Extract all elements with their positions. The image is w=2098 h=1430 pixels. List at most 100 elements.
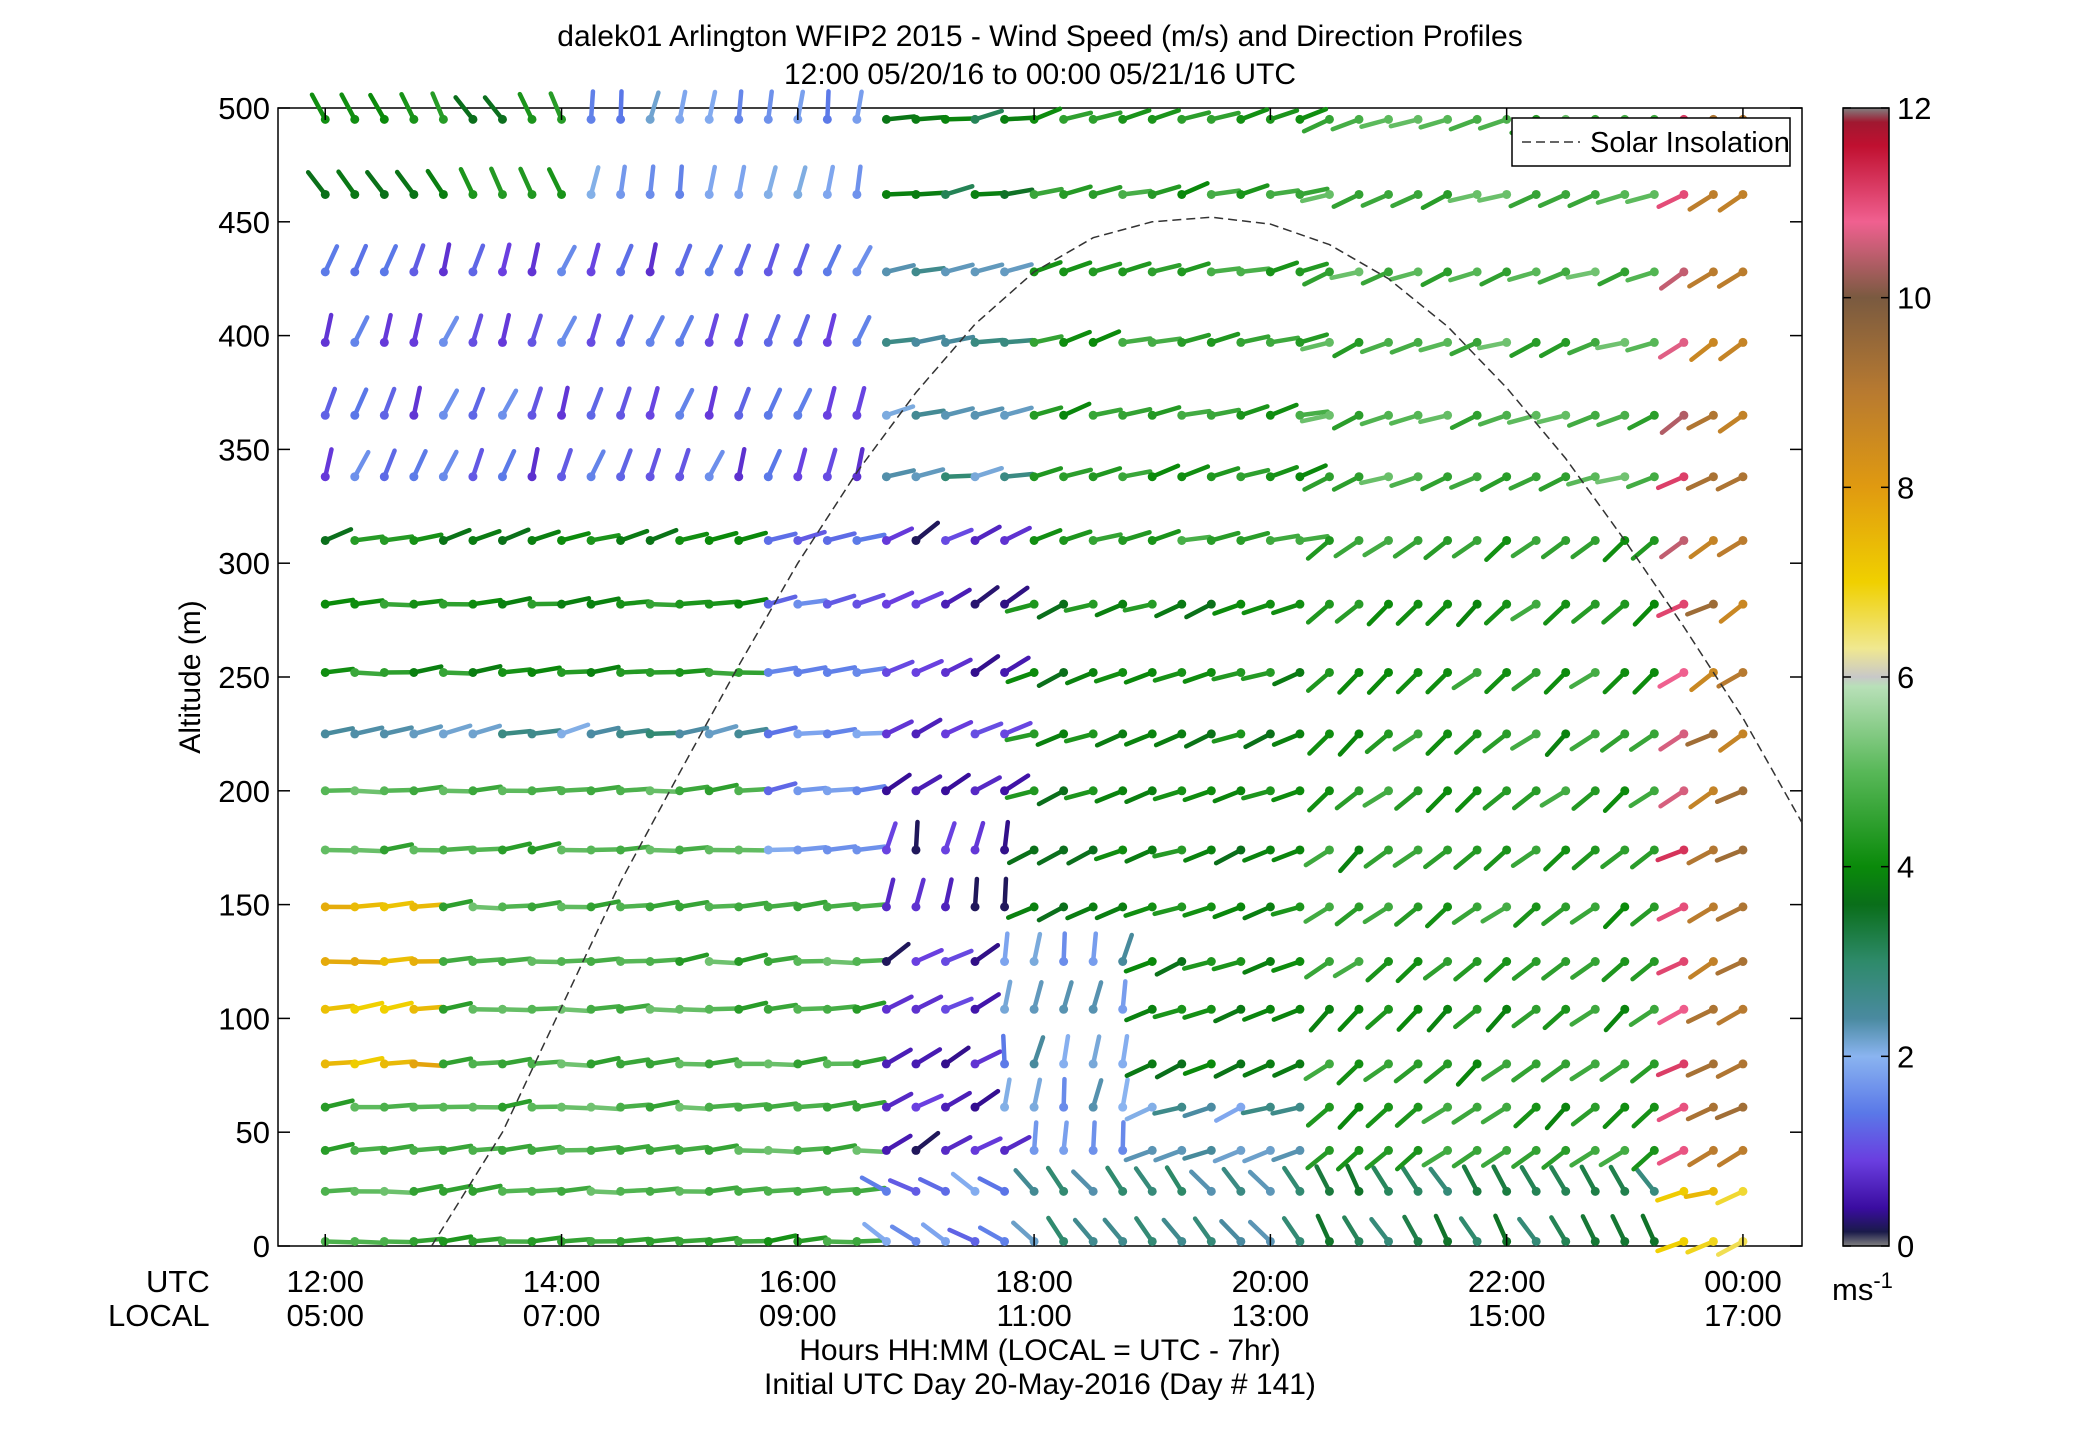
wind-barb-dot [1650,1103,1659,1112]
wind-barb-dot [468,1146,477,1155]
wind-barb-dot [1650,1237,1659,1246]
wind-barb-dot [1089,845,1098,854]
wind-barb-dot [1709,600,1718,609]
wind-barb-dot [616,338,625,347]
wind-barb-dot [380,957,389,966]
wind-barb-dot [557,411,566,420]
wind-barb-dot [1679,786,1688,795]
wind-barb-dot [1354,957,1363,966]
wind-barb-dot [1679,267,1688,276]
wind-barb-dot [1207,267,1216,276]
wind-barb-dot [587,411,596,420]
wind-barb-dot [971,1103,980,1112]
wind-barb-dot [705,338,714,347]
wind-barb-dot [1532,957,1541,966]
wind-barb-dot [1089,729,1098,738]
wind-barb-dot [1709,1237,1718,1246]
wind-barb-dot [1177,902,1186,911]
wind-barb-dot [734,115,743,124]
wind-barb-dot [1059,729,1068,738]
wind-barb-dot [1089,267,1098,276]
wind-barb-dot [1384,115,1393,124]
wind-barb-dot [1591,902,1600,911]
wind-barb-dot [1414,536,1423,545]
wind-barb-dot [1000,411,1009,420]
wind-barb-dot [1295,1146,1304,1155]
wind-barb-dot [1118,600,1127,609]
wind-barb-dot [705,668,714,677]
wind-barb-dot [793,600,802,609]
wind-barb-dot [1414,1103,1423,1112]
wind-barb-dot [1236,411,1245,420]
wind-barb-dot [1059,338,1068,347]
wind-barb-dot [823,115,832,124]
wind-barb-dot [1030,1146,1039,1155]
wind-barb-dot [1354,1237,1363,1246]
wind-barb-dot [439,1237,448,1246]
wind-barb-dot [439,338,448,347]
wind-barb-dot [1266,190,1275,199]
wind-barb-dot [793,411,802,420]
wind-barb-dot [764,411,773,420]
wind-barb-dot [380,1237,389,1246]
wind-barb-dot [587,1005,596,1014]
wind-barb-dot [557,902,566,911]
wind-barb-dot [1236,536,1245,545]
wind-barb-dot [646,115,655,124]
wind-barb-dot [1650,1005,1659,1014]
wind-barb-dot [1650,902,1659,911]
wind-barb-dot [1059,786,1068,795]
wind-barb-dot [1177,668,1186,677]
wind-barb-dot [1236,472,1245,481]
wind-barb-dot [616,267,625,276]
wind-barb-dot [1118,1103,1127,1112]
wind-barb-dot [1295,411,1304,420]
wind-barb-dot [1414,1059,1423,1068]
wind-barb-dot [675,729,684,738]
wind-barb-dot [1089,115,1098,124]
wind-barb-dot [1207,1005,1216,1014]
x-tick-label-utc: 00:00 [1704,1264,1782,1299]
wind-barb-dot [409,1146,418,1155]
wind-barb-dot [911,472,920,481]
wind-barb-dot [793,1005,802,1014]
wind-barb-dot [1325,1237,1334,1246]
wind-barb-dot [468,267,477,276]
wind-barb-dot [1000,668,1009,677]
wind-barb-dot [1030,536,1039,545]
wind-barb-dot [1325,1059,1334,1068]
wind-barb-dot [852,786,861,795]
wind-barb-dot [468,1005,477,1014]
wind-barb-dot [764,536,773,545]
wind-barb-dot [1266,957,1275,966]
wind-barb-dot [1679,1005,1688,1014]
wind-barb-dot [439,472,448,481]
wind-barb-dot [409,536,418,545]
wind-barb-dot [409,411,418,420]
wind-barb-dot [380,115,389,124]
wind-barb-dot [439,902,448,911]
wind-barb-dot [1177,267,1186,276]
wind-barb-dot [882,902,891,911]
wind-barb-dot [350,729,359,738]
wind-barb-dot [409,472,418,481]
wind-barb-dot [1473,902,1482,911]
wind-barb-dot [764,1059,773,1068]
wind-barb-dot [675,845,684,854]
wind-barb-dot [1620,1237,1629,1246]
wind-barb-dot [734,1187,743,1196]
wind-barb-dot [971,1187,980,1196]
wind-barb-dot [1591,668,1600,677]
wind-barb-dot [587,1059,596,1068]
wind-barb-dot [1148,1059,1157,1068]
wind-barb-dot [852,115,861,124]
wind-barb-dot [350,115,359,124]
wind-barb-dot [764,957,773,966]
wind-barb-dot [675,1059,684,1068]
wind-barb-dot [1738,1187,1747,1196]
wind-barb-dot [1502,1005,1511,1014]
wind-barb-dot [1354,1187,1363,1196]
y-tick-label: 200 [218,774,270,809]
wind-barb-dot [675,411,684,420]
wind-barb-dot [1561,845,1570,854]
